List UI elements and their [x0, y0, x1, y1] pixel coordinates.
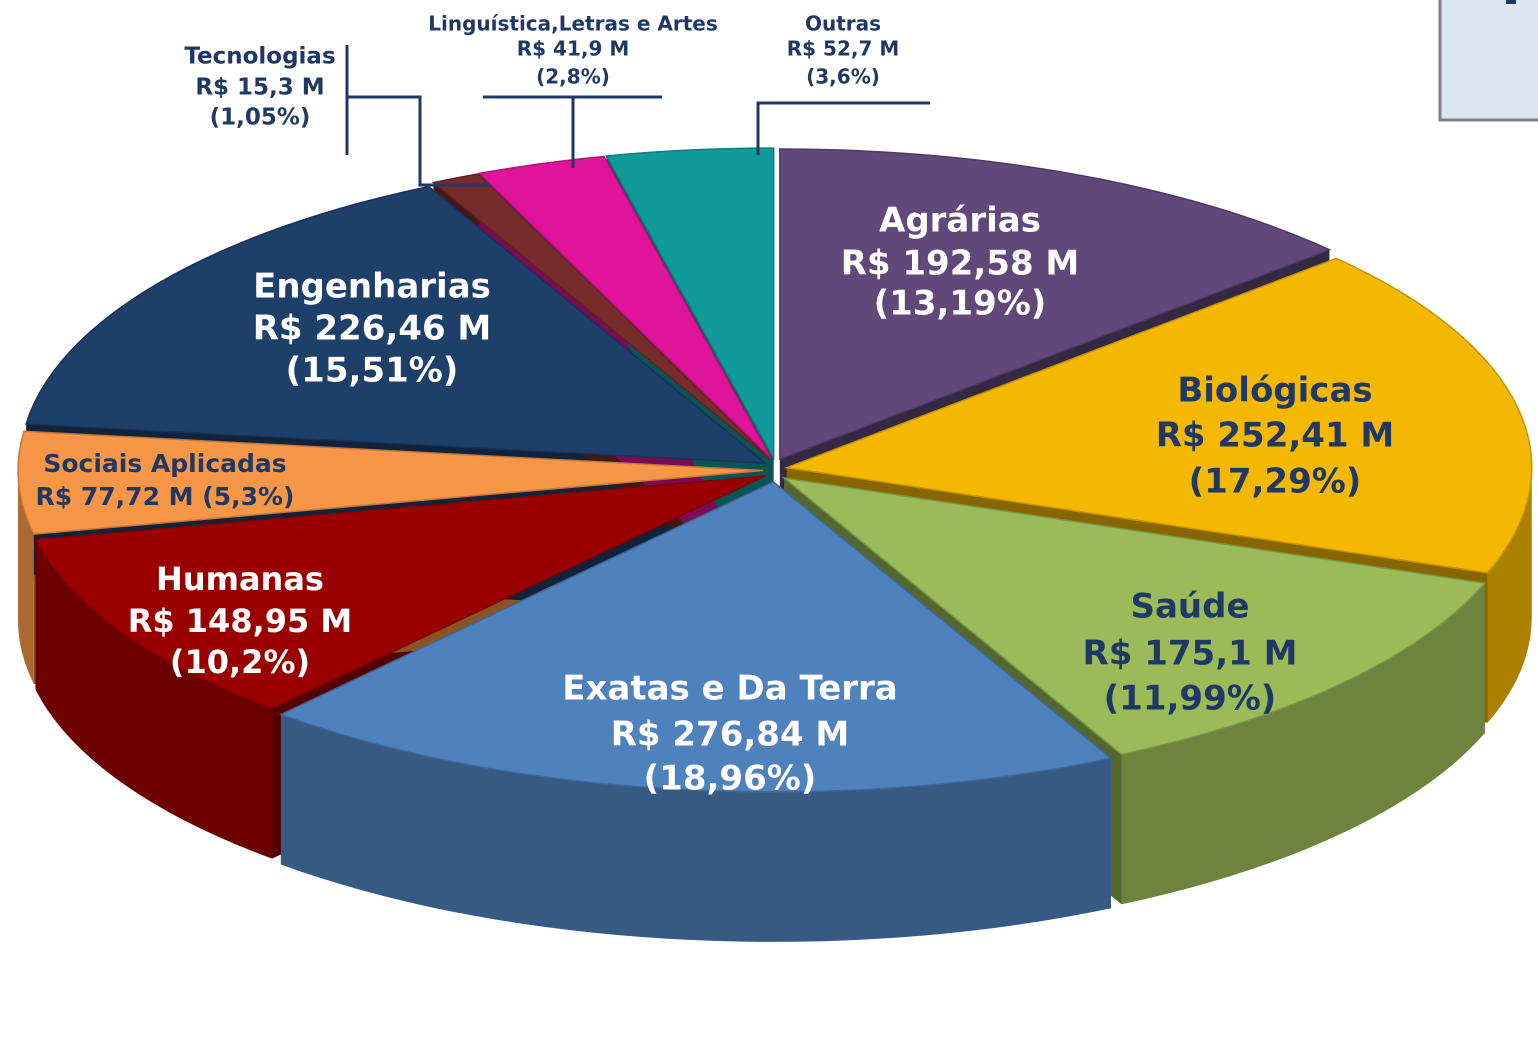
value-label: (3,6%) [806, 65, 880, 89]
value-label: (2,8%) [536, 65, 610, 89]
slice [605, 147, 775, 461]
amount-label: R$ 148,95 M [128, 602, 353, 640]
slice-label: Saúde [1130, 587, 1249, 627]
slice [278, 481, 1113, 793]
slice [477, 155, 772, 460]
leader-line [347, 95, 490, 187]
slice [783, 257, 1533, 574]
slice [25, 185, 768, 464]
pie [17, 147, 1533, 942]
amount-label: R$ 175,1 M [1083, 634, 1298, 674]
value-label: (13,19%) [874, 284, 1047, 324]
amount-label: R$ 52,7 M [787, 37, 900, 61]
leader-lines [345, 45, 930, 187]
value-label: (18,96%) [644, 759, 817, 799]
slice-label: Sociais Aplicadas [43, 449, 286, 478]
slice-label: Linguística,Letras e Artes [428, 12, 718, 36]
value-label: (5,3%) [202, 482, 294, 511]
amount-label: R$ 192,58 M [841, 244, 1080, 284]
slice-label: Biológicas [1177, 371, 1372, 411]
amount-label: R$ 77,72 M [36, 482, 194, 511]
slice-label: Outras [805, 12, 881, 36]
amount-label: R$ 41,9 M [517, 37, 630, 61]
slice-label: Humanas [156, 560, 324, 598]
slice-label: Exatas e Da Terra [562, 669, 897, 709]
value-label: (17,29%) [1189, 462, 1362, 502]
leader-line [756, 101, 930, 155]
side-box [1438, 0, 1538, 122]
slice-side [1487, 467, 1532, 723]
amount-label: R$ 252,41 M [1156, 416, 1395, 456]
side-box-mark [1506, 0, 1516, 4]
amount-label: R$ 15,3 M [195, 75, 324, 101]
slice [17, 430, 764, 535]
amount-label: R$ 226,46 M [253, 309, 492, 349]
slice [431, 173, 771, 460]
value-label: (11,99%) [1104, 679, 1277, 719]
slice [779, 148, 1332, 461]
value-label: (10,2%) [170, 643, 310, 681]
slice [781, 476, 1487, 756]
slice-label: Tecnologias [184, 44, 335, 70]
value-label: (1,05%) [210, 105, 311, 131]
amount-label: R$ 276,84 M [611, 715, 850, 755]
slice-label: Engenharias [253, 267, 491, 307]
slice-side [18, 470, 34, 685]
slice [34, 475, 765, 710]
slice-side [280, 714, 1112, 942]
slice-value-line: R$ 77,72 M (5,3%) [36, 482, 295, 511]
slice-side [35, 539, 273, 859]
slice-label: Agrárias [879, 201, 1041, 241]
value-label: (15,51%) [286, 351, 459, 391]
slice-side [1121, 583, 1485, 905]
